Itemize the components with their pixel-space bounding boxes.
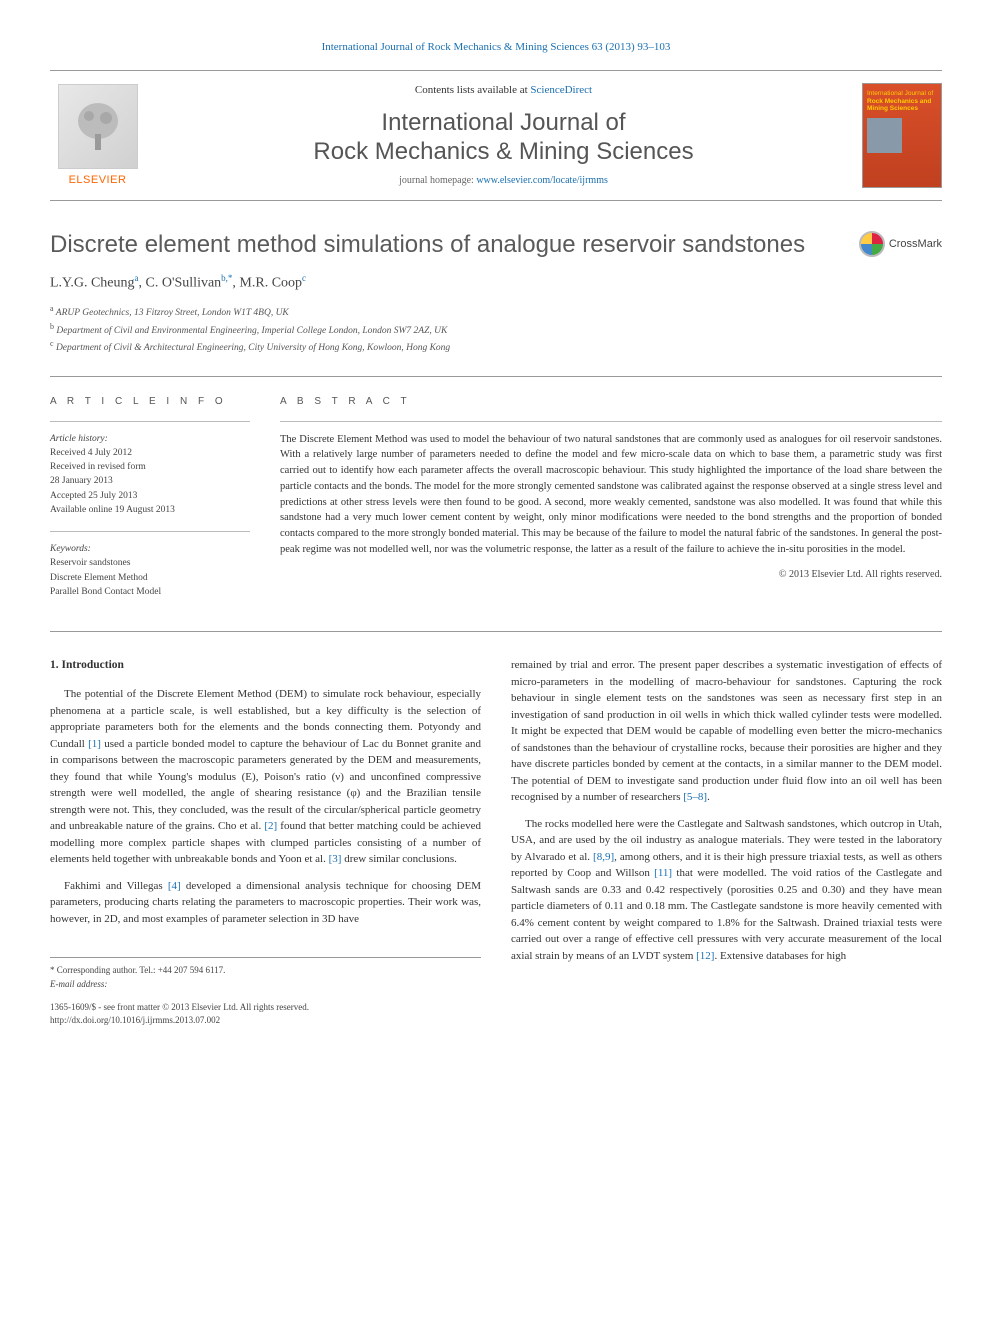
abstract-text: The Discrete Element Method was used to …	[280, 432, 942, 558]
article-history-block: Article history: Received 4 July 2012 Re…	[50, 432, 250, 518]
email-label: E-mail address:	[50, 979, 107, 989]
ref-4-link[interactable]: [4]	[168, 880, 181, 892]
publisher-name: ELSEVIER	[69, 173, 127, 188]
ref-8-9-link[interactable]: [8,9]	[593, 851, 614, 863]
sciencedirect-link[interactable]: ScienceDirect	[530, 84, 592, 96]
info-abstract-row: A R T I C L E I N F O Article history: R…	[50, 376, 942, 633]
section-1-heading: 1. Introduction	[50, 657, 481, 674]
cover-mini-image	[867, 118, 902, 153]
homepage-prefix: journal homepage:	[399, 175, 476, 186]
homepage-line: journal homepage: www.elsevier.com/locat…	[145, 174, 862, 188]
crossmark-badge[interactable]: CrossMark	[859, 231, 942, 257]
ref-5-8-link[interactable]: [5–8]	[683, 791, 707, 803]
affil-c-text: Department of Civil & Architectural Engi…	[56, 343, 450, 353]
author-1: L.Y.G. Cheung	[50, 276, 135, 291]
p2-seg-a: Fakhimi and Villegas	[64, 880, 168, 892]
ref-3-link[interactable]: [3]	[329, 853, 342, 865]
ref-12-link[interactable]: [12]	[696, 950, 714, 962]
affil-a: a ARUP Geotechnics, 13 Fitzroy Street, L…	[50, 303, 942, 320]
citation-text[interactable]: International Journal of Rock Mechanics …	[322, 41, 671, 53]
corresponding-author-line: * Corresponding author. Tel.: +44 207 59…	[50, 964, 481, 978]
elsevier-tree-logo	[58, 84, 138, 169]
keyword-1: Discrete Element Method	[50, 571, 250, 585]
issn-line: 1365-1609/$ - see front matter © 2013 El…	[50, 1001, 481, 1014]
affil-b-link[interactable]: b,	[221, 273, 228, 283]
affiliations: a ARUP Geotechnics, 13 Fitzroy Street, L…	[50, 303, 942, 355]
crossmark-label: CrossMark	[889, 237, 942, 252]
abstract-copyright: © 2013 Elsevier Ltd. All rights reserved…	[280, 568, 942, 582]
affil-b: b Department of Civil and Environmental …	[50, 321, 942, 338]
p1-seg-d: drew similar conclusions.	[341, 853, 456, 865]
corr-asterisk-link[interactable]: *	[228, 273, 233, 283]
affil-c: c Department of Civil & Architectural En…	[50, 338, 942, 355]
p3-seg-d: . Extensive databases for high	[714, 950, 846, 962]
running-header: International Journal of Rock Mechanics …	[50, 40, 942, 55]
email-line: E-mail address:	[50, 978, 481, 992]
contents-line: Contents lists available at ScienceDirec…	[145, 83, 862, 98]
history-heading: Article history:	[50, 432, 250, 446]
history-line-3: Accepted 25 July 2013	[50, 489, 250, 503]
affil-c-link[interactable]: c	[302, 273, 306, 283]
keyword-2: Parallel Bond Contact Model	[50, 585, 250, 599]
affil-a-text: ARUP Geotechnics, 13 Fitzroy Street, Lon…	[56, 309, 289, 319]
journal-header-band: ELSEVIER Contents lists available at Sci…	[50, 70, 942, 201]
intro-para-1: The potential of the Discrete Element Me…	[50, 686, 481, 868]
journal-cover-thumbnail[interactable]: International Journal of Rock Mechanics …	[862, 83, 942, 188]
history-line-4: Available online 19 August 2013	[50, 503, 250, 517]
authors-line: L.Y.G. Cheunga, C. O'Sullivanb,*, M.R. C…	[50, 272, 942, 293]
tree-icon	[71, 96, 125, 156]
article-title: Discrete element method simulations of a…	[50, 231, 859, 260]
ref-1-link[interactable]: [1]	[88, 738, 101, 750]
ref-2-link[interactable]: [2]	[264, 820, 277, 832]
p1-seg-b: used a particle bonded model to capture …	[50, 738, 481, 833]
journal-name-line1: International Journal of	[381, 109, 625, 136]
intro-para-3: The rocks modelled here were the Castleg…	[511, 816, 942, 965]
body-columns: 1. Introduction The potential of the Dis…	[50, 657, 942, 1026]
affil-b-text: Department of Civil and Environmental En…	[56, 326, 447, 336]
journal-name: International Journal of Rock Mechanics …	[145, 109, 862, 167]
keyword-0: Reservoir sandstones	[50, 556, 250, 570]
author-2: C. O'Sullivan	[146, 276, 222, 291]
title-row: Discrete element method simulations of a…	[50, 231, 942, 260]
author-3: M.R. Coop	[239, 276, 302, 291]
article-info-label: A R T I C L E I N F O	[50, 395, 250, 409]
keywords-block: Keywords: Reservoir sandstones Discrete …	[50, 542, 250, 599]
publisher-block: ELSEVIER	[50, 84, 145, 188]
history-line-1: Received in revised form	[50, 460, 250, 474]
contents-prefix: Contents lists available at	[415, 84, 530, 96]
p2c-seg-a: remained by trial and error. The present…	[511, 659, 942, 803]
homepage-link[interactable]: www.elsevier.com/locate/ijrmms	[476, 175, 608, 186]
history-line-2: 28 January 2013	[50, 474, 250, 488]
p2c-seg-b: .	[707, 791, 710, 803]
abstract-block: A B S T R A C T The Discrete Element Met…	[280, 395, 942, 614]
history-line-0: Received 4 July 2012	[50, 446, 250, 460]
p3-seg-c: that were modelled. The void ratios of t…	[511, 867, 942, 962]
article-info-sidebar: A R T I C L E I N F O Article history: R…	[50, 395, 250, 614]
ref-11-link[interactable]: [11]	[654, 867, 672, 879]
header-center: Contents lists available at ScienceDirec…	[145, 83, 862, 188]
column-right: remained by trial and error. The present…	[511, 657, 942, 1026]
abstract-label: A B S T R A C T	[280, 395, 942, 409]
affil-a-link[interactable]: a	[135, 273, 139, 283]
journal-name-line2: Rock Mechanics & Mining Sciences	[313, 138, 693, 165]
cover-line2: Rock Mechanics and Mining Sciences	[867, 98, 937, 112]
column-left: 1. Introduction The potential of the Dis…	[50, 657, 481, 1026]
crossmark-icon	[859, 231, 885, 257]
doi-line[interactable]: http://dx.doi.org/10.1016/j.ijrmms.2013.…	[50, 1014, 481, 1027]
cover-line1: International Journal of	[867, 90, 937, 97]
footnote-block: * Corresponding author. Tel.: +44 207 59…	[50, 957, 481, 991]
keywords-heading vibe: Keywords:	[50, 542, 250, 556]
intro-para-2: Fakhimi and Villegas [4] developed a dim…	[50, 878, 481, 928]
intro-para-2-cont: remained by trial and error. The present…	[511, 657, 942, 806]
bottom-meta: 1365-1609/$ - see front matter © 2013 El…	[50, 1001, 481, 1026]
